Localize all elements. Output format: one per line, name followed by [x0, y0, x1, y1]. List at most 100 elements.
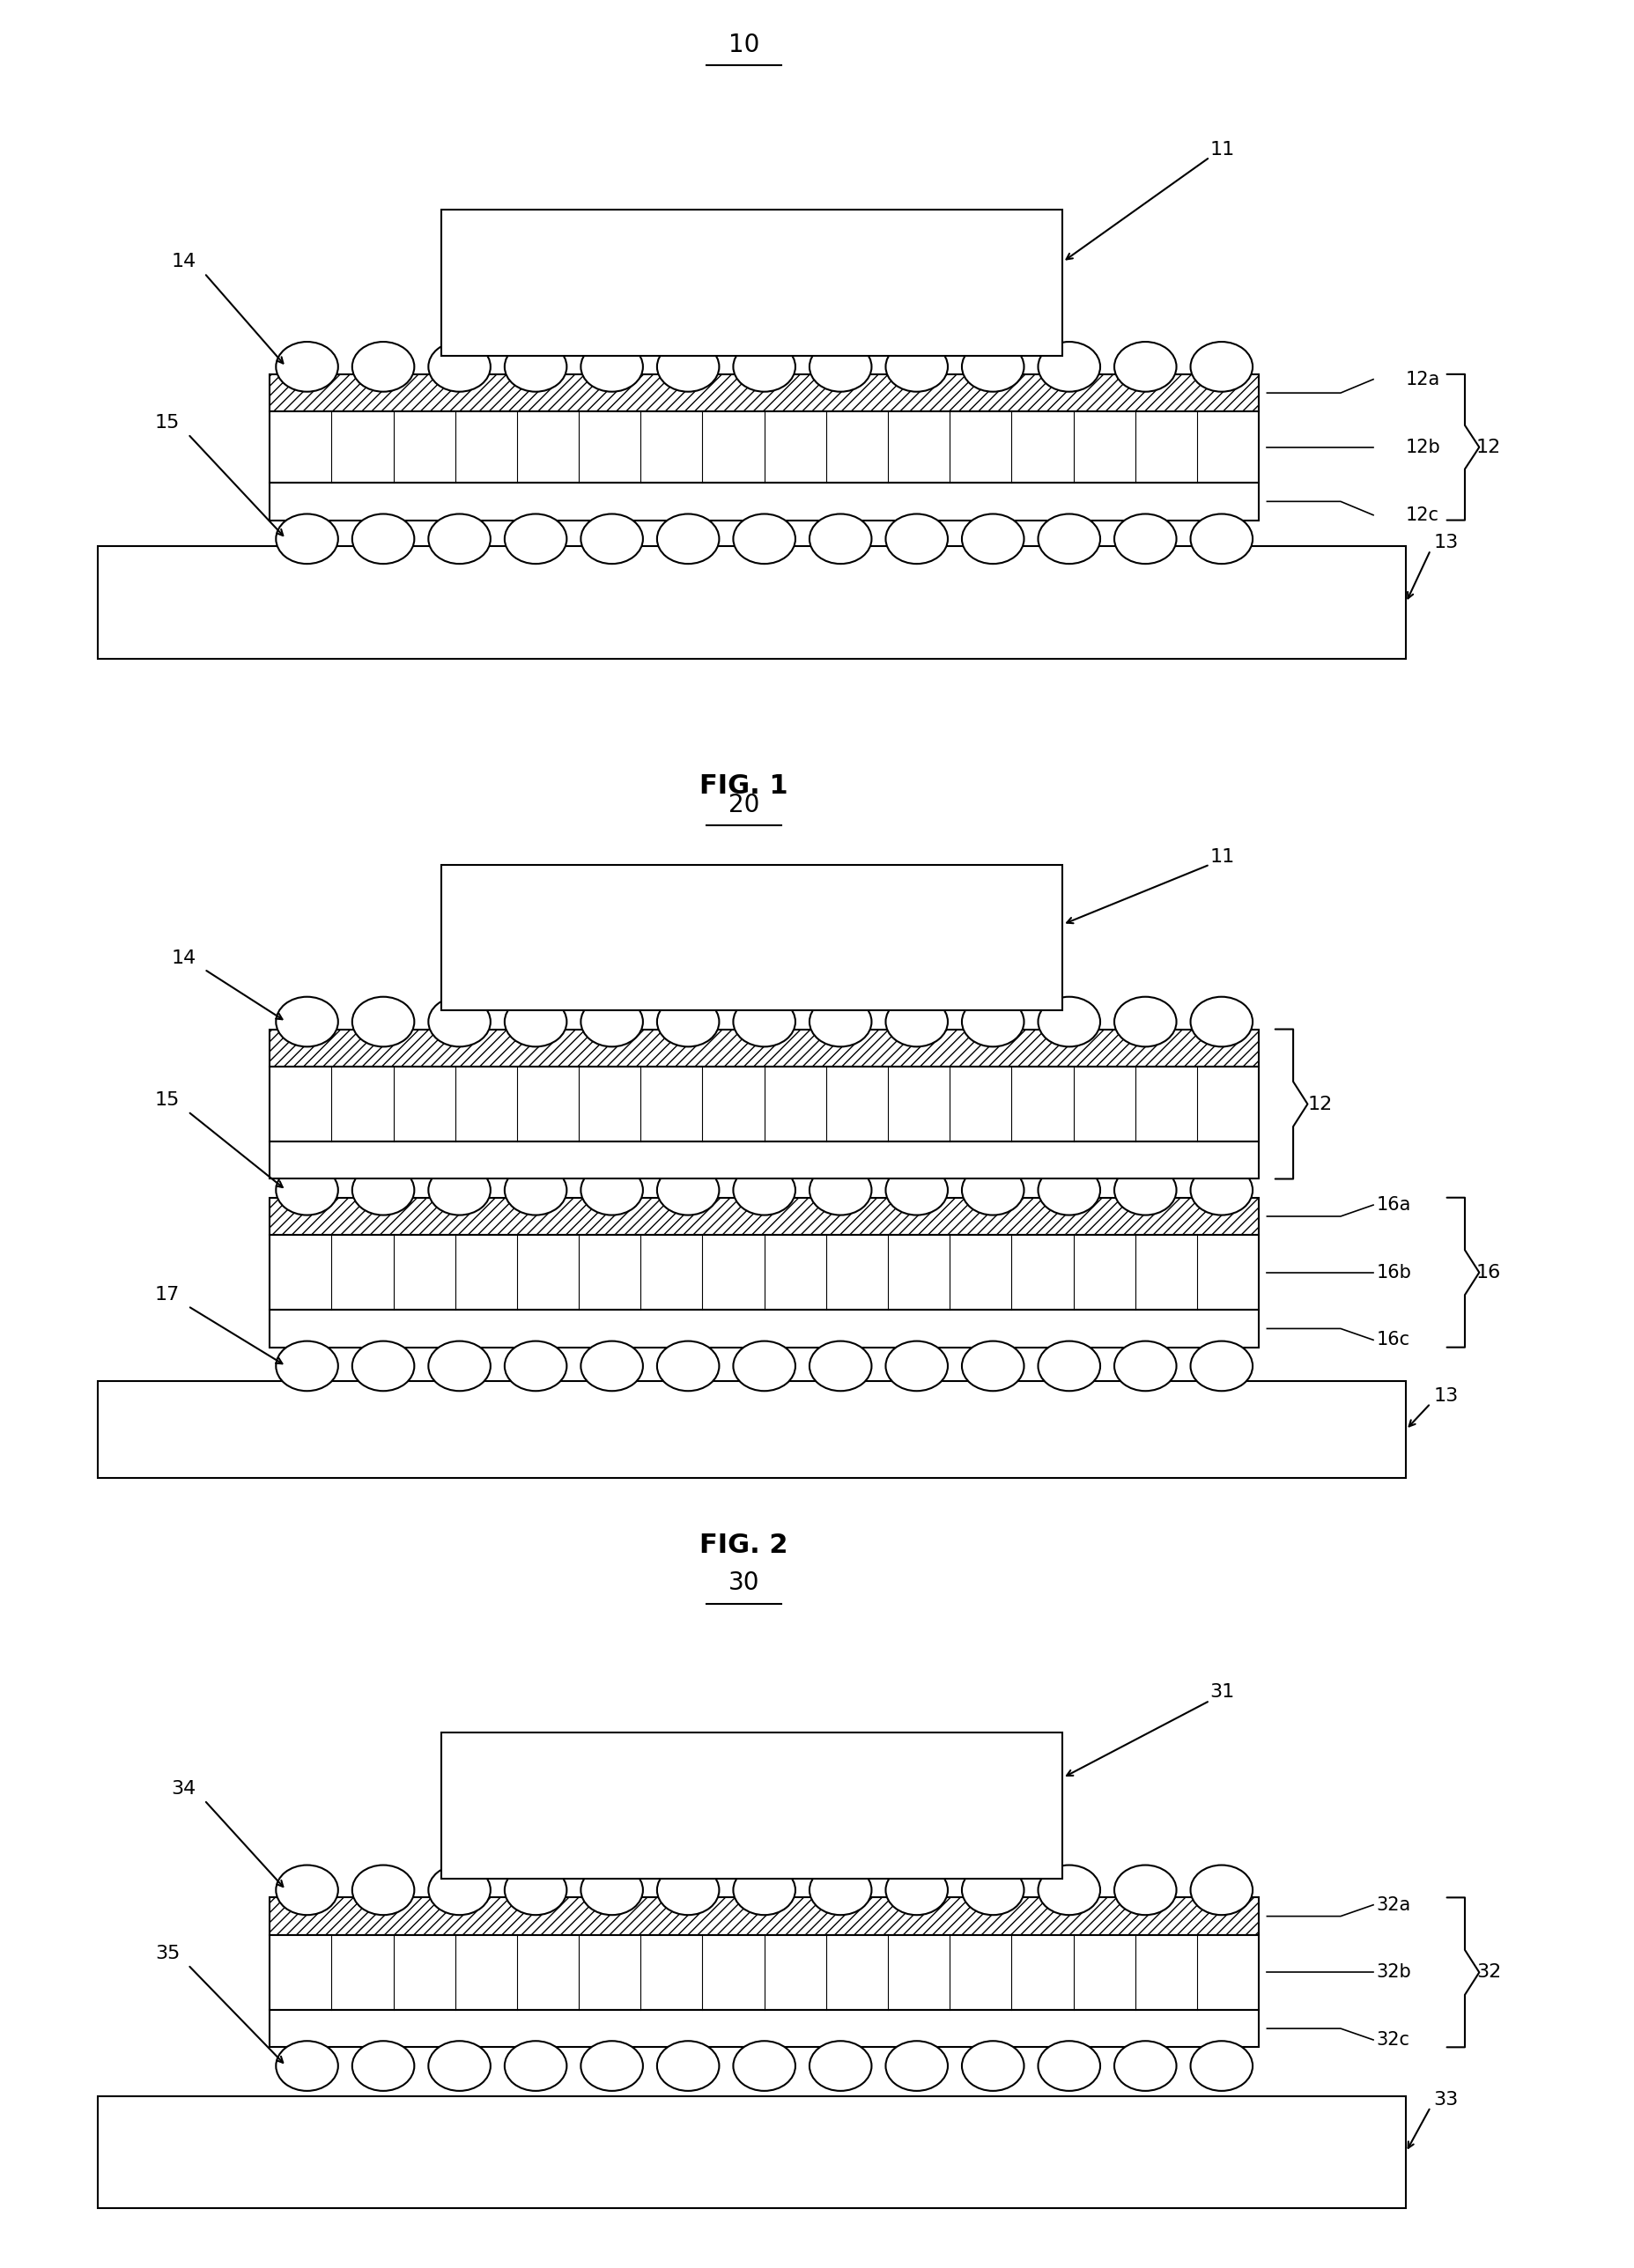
Ellipse shape	[734, 2041, 796, 2091]
Bar	[441, 209, 1062, 356]
Bar	[270, 1066, 1258, 1141]
Bar	[270, 2009, 1258, 2048]
Ellipse shape	[580, 342, 642, 392]
Text: 15: 15	[155, 415, 180, 431]
Ellipse shape	[1190, 1166, 1252, 1216]
Text: 20: 20	[727, 792, 760, 816]
Ellipse shape	[351, 1864, 413, 1914]
Ellipse shape	[351, 1340, 413, 1390]
Ellipse shape	[1038, 1166, 1100, 1216]
Ellipse shape	[657, 996, 719, 1046]
Ellipse shape	[1038, 1340, 1100, 1390]
Text: FIG. 2: FIG. 2	[699, 1533, 788, 1558]
Ellipse shape	[276, 1166, 338, 1216]
Text: 14: 14	[172, 254, 196, 270]
Text: 16: 16	[1476, 1263, 1500, 1281]
Ellipse shape	[734, 515, 796, 565]
Ellipse shape	[1114, 342, 1176, 392]
Ellipse shape	[1114, 1166, 1176, 1216]
Text: 12c: 12c	[1405, 506, 1438, 524]
Text: 11: 11	[1209, 848, 1234, 866]
Ellipse shape	[961, 1864, 1023, 1914]
Text: 10: 10	[727, 32, 760, 57]
Bar	[270, 1236, 1258, 1311]
Ellipse shape	[505, 996, 567, 1046]
Ellipse shape	[657, 1340, 719, 1390]
Text: 11: 11	[1209, 141, 1234, 159]
Ellipse shape	[505, 342, 567, 392]
Text: FIG. 1: FIG. 1	[699, 773, 788, 798]
Bar	[270, 483, 1258, 519]
Ellipse shape	[428, 1864, 490, 1914]
Bar	[441, 864, 1062, 1012]
Ellipse shape	[351, 2041, 413, 2091]
Ellipse shape	[505, 1864, 567, 1914]
Ellipse shape	[961, 1166, 1023, 1216]
Ellipse shape	[1190, 1864, 1252, 1914]
Ellipse shape	[886, 342, 948, 392]
Bar	[270, 374, 1258, 413]
Ellipse shape	[657, 515, 719, 565]
Ellipse shape	[428, 2041, 490, 2091]
Ellipse shape	[351, 342, 413, 392]
Ellipse shape	[580, 2041, 642, 2091]
Ellipse shape	[1038, 2041, 1100, 2091]
Ellipse shape	[351, 515, 413, 565]
Ellipse shape	[351, 996, 413, 1046]
Bar	[270, 1311, 1258, 1347]
Ellipse shape	[580, 1864, 642, 1914]
Ellipse shape	[657, 342, 719, 392]
Ellipse shape	[734, 996, 796, 1046]
Ellipse shape	[505, 2041, 567, 2091]
Ellipse shape	[580, 515, 642, 565]
Text: 14: 14	[172, 950, 196, 966]
Ellipse shape	[657, 1864, 719, 1914]
Text: 32b: 32b	[1376, 1964, 1410, 1982]
Ellipse shape	[961, 2041, 1023, 2091]
Ellipse shape	[276, 2041, 338, 2091]
Text: 12b: 12b	[1405, 438, 1440, 456]
Ellipse shape	[505, 1166, 567, 1216]
Text: 13: 13	[1433, 533, 1458, 551]
Ellipse shape	[276, 515, 338, 565]
Ellipse shape	[1190, 1340, 1252, 1390]
Ellipse shape	[809, 2041, 871, 2091]
Bar	[98, 1381, 1405, 1479]
Ellipse shape	[505, 515, 567, 565]
Ellipse shape	[1190, 342, 1252, 392]
Ellipse shape	[1114, 2041, 1176, 2091]
Bar	[441, 1733, 1062, 1878]
Ellipse shape	[580, 1166, 642, 1216]
Bar	[270, 1030, 1258, 1066]
Ellipse shape	[276, 1340, 338, 1390]
Bar	[98, 547, 1405, 658]
Bar	[270, 411, 1258, 483]
Ellipse shape	[886, 1166, 948, 1216]
Text: 16b: 16b	[1376, 1263, 1410, 1281]
Text: 16a: 16a	[1376, 1195, 1410, 1213]
Ellipse shape	[428, 1340, 490, 1390]
Ellipse shape	[886, 515, 948, 565]
Ellipse shape	[276, 1864, 338, 1914]
Text: 34: 34	[172, 1780, 196, 1799]
Ellipse shape	[657, 2041, 719, 2091]
Text: 31: 31	[1209, 1683, 1234, 1701]
Ellipse shape	[886, 1864, 948, 1914]
Ellipse shape	[657, 1166, 719, 1216]
Ellipse shape	[505, 1340, 567, 1390]
Ellipse shape	[1114, 515, 1176, 565]
Ellipse shape	[428, 996, 490, 1046]
Text: 16c: 16c	[1376, 1331, 1410, 1349]
Text: 30: 30	[727, 1572, 760, 1594]
Ellipse shape	[809, 342, 871, 392]
Ellipse shape	[1038, 1864, 1100, 1914]
Ellipse shape	[886, 2041, 948, 2091]
Ellipse shape	[1114, 996, 1176, 1046]
Text: 33: 33	[1433, 2091, 1458, 2109]
Ellipse shape	[1114, 1864, 1176, 1914]
Ellipse shape	[1114, 1340, 1176, 1390]
Ellipse shape	[276, 342, 338, 392]
Ellipse shape	[1038, 996, 1100, 1046]
Ellipse shape	[428, 515, 490, 565]
Ellipse shape	[1190, 996, 1252, 1046]
